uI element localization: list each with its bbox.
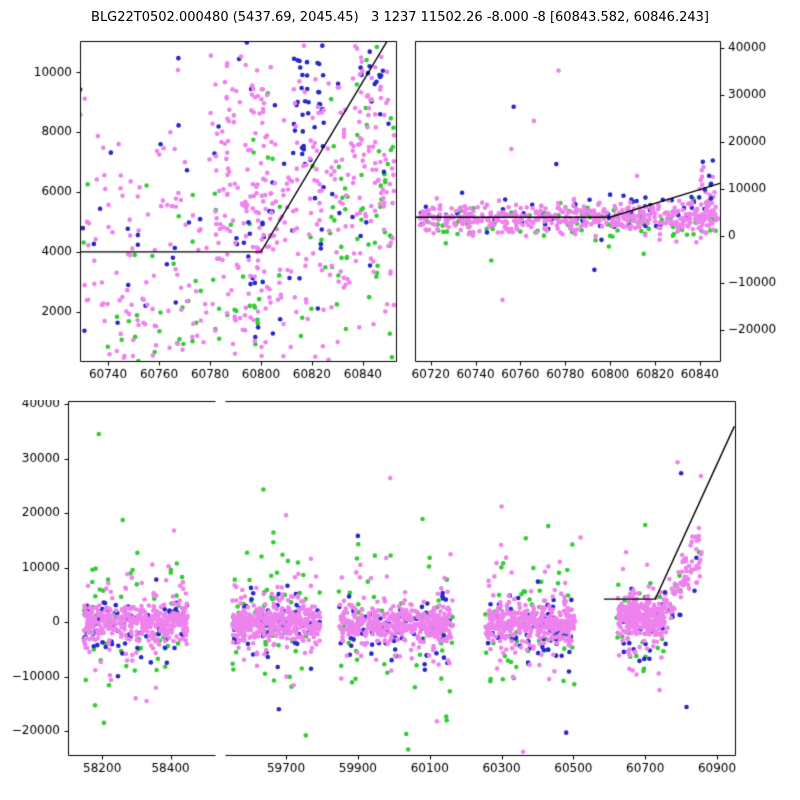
plot-top-left [0, 28, 410, 400]
plot-top-right [400, 28, 800, 400]
plot-bottom [0, 400, 800, 800]
figure-title: BLG22T0502.000480 (5437.69, 2045.45) 3 1… [91, 10, 709, 25]
